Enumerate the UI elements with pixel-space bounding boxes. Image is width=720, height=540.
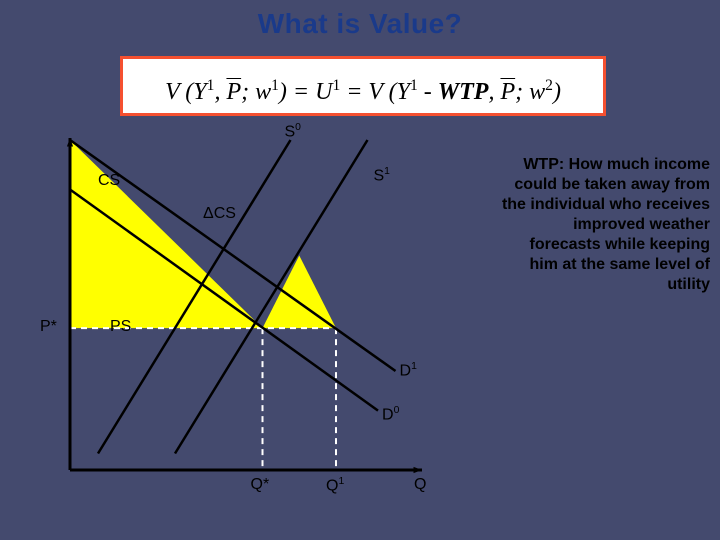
PS-label: PS: [110, 318, 131, 336]
x-axis: [70, 467, 422, 473]
Qstar-label: Q*: [251, 476, 270, 494]
Q1-label: Q1: [326, 476, 344, 495]
D1-label: D1: [400, 361, 417, 380]
Qaxis-label: Q: [414, 476, 426, 494]
Pstar-label: P*: [40, 318, 57, 336]
S0-label: S0: [285, 122, 301, 141]
wtp-explanation: WTP: How much income could be taken away…: [500, 155, 710, 295]
equation-box: V (Y1, P; w1) = U1 = V (Y1 - WTP, P; w2): [120, 56, 606, 116]
chart-svg: [0, 130, 430, 490]
S1-label: S1: [374, 166, 390, 185]
CS-label: CS: [98, 172, 120, 190]
page-title: What is Value?: [0, 8, 720, 40]
supply-demand-chart: CSΔCSPSP*Q*Q1QS0S1D1D0: [0, 130, 430, 490]
dCS-label: ΔCS: [203, 205, 236, 223]
D0-label: D0: [382, 405, 399, 424]
